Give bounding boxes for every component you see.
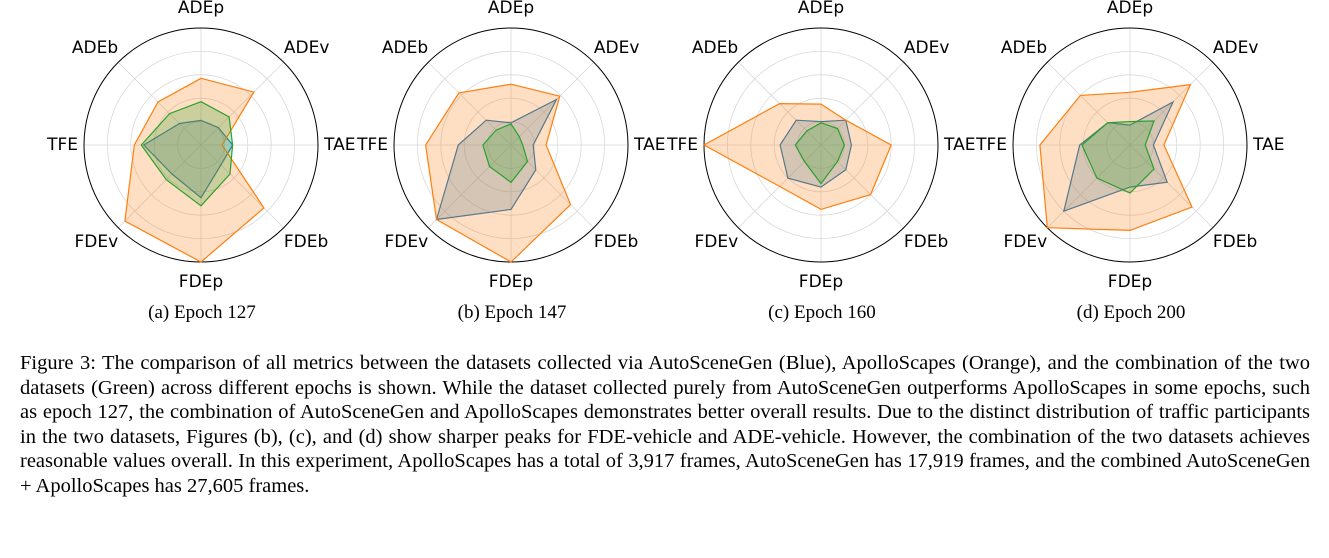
- grid-spoke: [200, 61, 285, 146]
- grid-spoke: [1129, 61, 1214, 146]
- axis-label: FDEv: [384, 232, 428, 252]
- axis-label: TFE: [666, 135, 698, 155]
- axis-label: ADEp: [178, 0, 224, 18]
- grid-spoke: [1046, 144, 1131, 229]
- series-polygon-2: [1081, 120, 1155, 194]
- axis-label: ADEv: [594, 38, 640, 58]
- grid-spoke: [1129, 144, 1214, 229]
- axis-label: TFE: [356, 135, 388, 155]
- radar-panel-c: ADEp ADEv TAE FDEb FDEp FDEv TFE ADEb (c) Epoch…: [666, 0, 978, 335]
- outer-frame: [1012, 27, 1248, 263]
- radar-chart: ADEp ADEv TAE FDEb FDEp FDEv TFE ADEb: [975, 0, 1284, 292]
- radar-panel-a: ADEp ADEv TAE FDEb FDEp FDEv TFE ADEb (a) Epoch…: [46, 0, 358, 335]
- axis-label: FDEb: [284, 232, 328, 252]
- radar-panel-b: ADEp ADEv TAE FDEb FDEp FDEv TFE ADEb (b) Epoch…: [356, 0, 668, 335]
- axis-label: FDEp: [489, 272, 533, 292]
- axis-label: TAE: [633, 135, 665, 155]
- grid-spoke: [427, 61, 512, 146]
- axis-label: ADEv: [1213, 38, 1259, 58]
- axis-label: ADEp: [488, 0, 534, 18]
- axis-label: TAE: [323, 135, 355, 155]
- radar-chart: ADEp ADEv TAE FDEb FDEp FDEv TFE ADEb: [666, 0, 975, 292]
- axis-label: TFE: [46, 135, 78, 155]
- grid-spoke: [117, 144, 202, 229]
- series-polygon-2: [794, 122, 846, 185]
- axis-label: FDEp: [179, 272, 223, 292]
- series-polygon-0: [435, 98, 558, 221]
- grid-spoke: [117, 61, 202, 146]
- series-polygon-2: [482, 123, 529, 184]
- grid-spoke: [820, 144, 905, 229]
- axis-label: ADEv: [904, 38, 950, 58]
- axis-label: FDEb: [904, 232, 948, 252]
- axis-label: FDEb: [594, 232, 638, 252]
- grid-spoke: [427, 144, 512, 229]
- radar-chart: ADEp ADEv TAE FDEb FDEp FDEv TFE ADEb: [356, 0, 665, 292]
- axis-label: FDEb: [1213, 232, 1257, 252]
- axis-label: FDEv: [694, 232, 738, 252]
- grid-spoke: [200, 144, 285, 229]
- subcaption: (d) Epoch 200: [1076, 302, 1186, 323]
- subcaption: (c) Epoch 160: [768, 302, 876, 323]
- grid-spoke: [820, 61, 905, 146]
- figure-caption: Figure 3: The comparison of all metrics …: [20, 352, 1310, 497]
- axis-label: TAE: [943, 135, 975, 155]
- grid-spoke: [510, 61, 595, 146]
- axis-label: FDEv: [1003, 232, 1047, 252]
- axis-label: ADEb: [692, 38, 738, 58]
- series-polygon-0: [779, 119, 853, 188]
- subcaption: (b) Epoch 147: [457, 302, 567, 323]
- radar-chart: ADEp ADEv TAE FDEb FDEp FDEv TFE ADEb: [46, 0, 355, 292]
- axis-label: FDEv: [74, 232, 118, 252]
- axis-label: ADEv: [284, 38, 330, 58]
- axis-label: ADEb: [72, 38, 118, 58]
- subcaption: (a) Epoch 127: [148, 302, 256, 323]
- axis-label: ADEb: [1001, 38, 1047, 58]
- axis-label: ADEp: [1107, 0, 1153, 18]
- series-polygon-0: [142, 119, 234, 199]
- axis-label: TAE: [1252, 135, 1284, 155]
- axis-label: ADEb: [382, 38, 428, 58]
- grid-spoke: [1046, 61, 1131, 146]
- series-polygon-2: [140, 101, 234, 207]
- radar-panel-d: ADEp ADEv TAE FDEb FDEp FDEv TFE ADEb (d) Epoch…: [975, 0, 1287, 335]
- axis-label: FDEp: [799, 272, 843, 292]
- axis-label: FDEp: [1108, 272, 1152, 292]
- series-polygon-1: [702, 102, 892, 211]
- axis-label: ADEp: [798, 0, 844, 18]
- grid-spoke: [510, 144, 595, 229]
- axis-label: TFE: [975, 135, 1007, 155]
